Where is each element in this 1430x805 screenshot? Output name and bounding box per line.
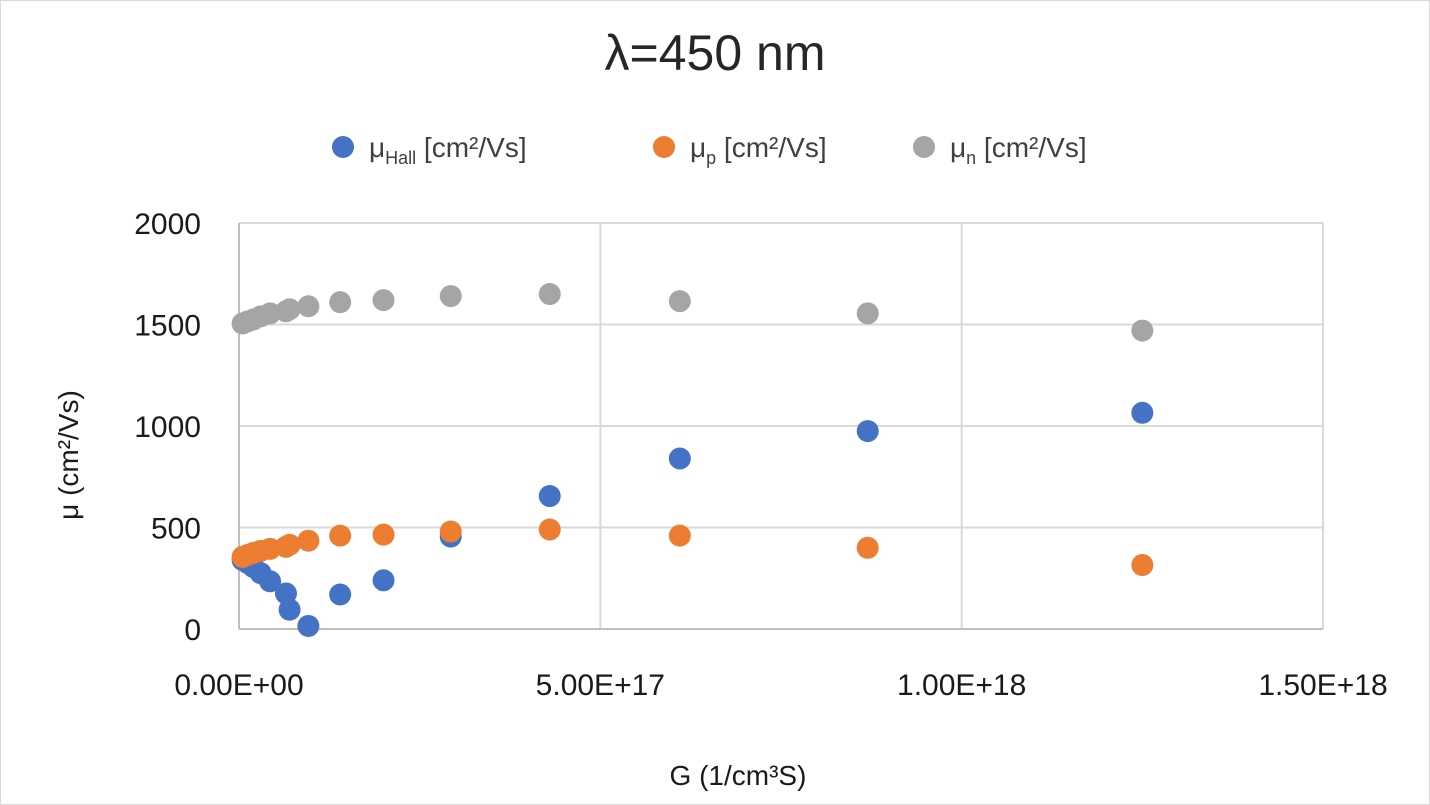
legend-marker <box>913 136 935 158</box>
legend-marker <box>332 136 354 158</box>
data-point <box>372 289 395 312</box>
data-point <box>297 295 320 318</box>
x-axis-ticks: 0.00E+00 5.00E+17 1.00E+18 1.50E+18 <box>174 669 1387 702</box>
data-point <box>538 283 561 306</box>
legend-item-p: μp [cm²/Vs] <box>653 132 827 168</box>
legend-item-hall: μHall [cm²/Vs] <box>332 132 527 168</box>
data-point <box>372 569 395 592</box>
data-point <box>668 290 691 313</box>
data-point <box>259 570 282 593</box>
data-point <box>1131 401 1154 424</box>
data-point <box>538 518 561 541</box>
data-point <box>668 524 691 547</box>
series-n-points <box>231 283 1154 342</box>
data-point <box>1131 554 1154 577</box>
legend-label: μn [cm²/Vs] <box>950 132 1087 168</box>
data-point <box>278 598 301 621</box>
data-point <box>538 485 561 508</box>
data-point <box>329 291 352 314</box>
data-point <box>856 536 879 559</box>
data-point <box>329 524 352 547</box>
legend-marker <box>653 136 675 158</box>
data-point <box>278 533 301 556</box>
series-p-points <box>231 518 1154 577</box>
data-point <box>1131 319 1154 342</box>
data-point <box>439 520 462 543</box>
x-axis-title: G (1/cm³S) <box>670 760 807 791</box>
y-tick-label: 0 <box>184 614 201 647</box>
data-point <box>668 447 691 470</box>
y-tick-label: 1000 <box>134 411 201 444</box>
data-point <box>297 529 320 552</box>
data-point <box>372 523 395 546</box>
legend-label: μp [cm²/Vs] <box>690 132 827 168</box>
gridlines <box>239 222 1324 629</box>
data-point <box>856 302 879 325</box>
legend: μHall [cm²/Vs] μp [cm²/Vs] μn [cm²/Vs] <box>332 132 1087 168</box>
x-tick-label: 5.00E+17 <box>536 669 665 702</box>
chart-title: λ=450 nm <box>605 25 826 81</box>
data-point <box>856 420 879 443</box>
legend-item-n: μn [cm²/Vs] <box>913 132 1087 168</box>
x-tick-label: 1.50E+18 <box>1258 669 1387 702</box>
y-tick-label: 2000 <box>134 208 201 241</box>
y-axis-title: μ (cm²/Vs) <box>53 390 84 520</box>
x-tick-label: 0.00E+00 <box>174 669 303 702</box>
y-tick-label: 1500 <box>134 310 201 343</box>
y-axis-ticks: 0 500 1000 1500 2000 <box>134 208 201 647</box>
series-hall-points <box>231 401 1154 637</box>
x-tick-label: 1.00E+18 <box>897 669 1026 702</box>
data-point <box>297 614 320 637</box>
y-tick-label: 500 <box>151 513 201 546</box>
data-point <box>329 583 352 606</box>
data-point <box>278 298 301 321</box>
legend-label: μHall [cm²/Vs] <box>369 132 527 168</box>
data-points <box>231 283 1154 637</box>
data-point <box>439 285 462 308</box>
